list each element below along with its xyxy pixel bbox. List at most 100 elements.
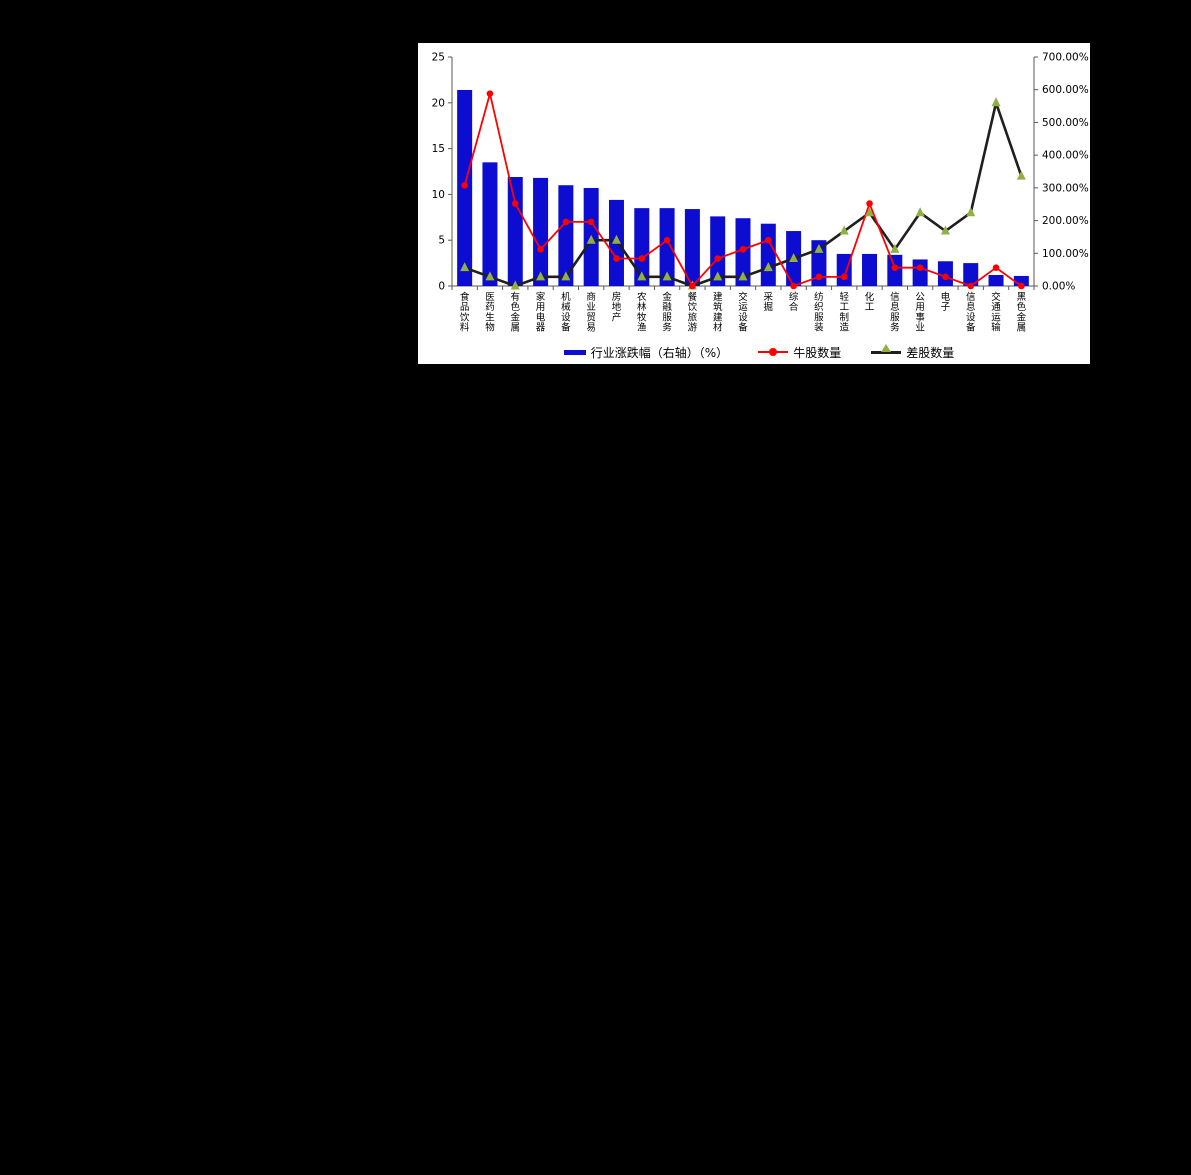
bad-stock-marker [890, 243, 900, 253]
bar [710, 216, 726, 286]
bad-stock-marker [611, 234, 621, 244]
left-axis-label: 15 [432, 143, 445, 155]
legend-item-bad-stocks: 差股数量 [871, 343, 955, 361]
bull-stock-marker [587, 218, 595, 226]
x-category-label: 公用事业 [915, 292, 925, 334]
bull-stock-marker [511, 200, 519, 207]
bull-stock-marker [461, 181, 468, 189]
x-category-label: 建筑建材 [713, 291, 723, 334]
bull-stock-marker [916, 264, 924, 271]
x-category-label: 交运设备 [738, 291, 748, 334]
x-category-label: 信息设备 [966, 291, 976, 334]
bull-stock-marker [992, 264, 1000, 271]
bull-stock-marker [638, 255, 646, 262]
bull-stock-marker [486, 90, 494, 97]
bull-stock-marker [613, 255, 620, 262]
bull-stock-marker [942, 273, 949, 281]
bar [912, 259, 928, 286]
bar [634, 208, 650, 286]
x-category-label: 化工 [865, 291, 875, 313]
right-axis-label: 200.00% [1042, 215, 1089, 227]
right-axis-label: 300.00% [1042, 182, 1089, 194]
bull-stock-marker [1018, 282, 1025, 290]
bar [533, 177, 549, 286]
bull-stock-marker [663, 236, 671, 244]
x-category-label: 商业贸易 [586, 291, 596, 334]
bad-stock-marker [485, 271, 495, 281]
bad-stock-marker [839, 225, 849, 235]
legend-label-industry-change: 行业涨跌幅（右轴）（%） [590, 345, 729, 360]
bull-line-swatch-icon [758, 348, 789, 356]
bar [684, 209, 700, 286]
x-category-label: 家用电器 [536, 291, 546, 334]
bad-stock-marker [510, 280, 520, 290]
legend-label-bad-stocks: 差股数量 [906, 345, 955, 360]
right-axis-label: 500.00% [1042, 117, 1089, 129]
x-category-label: 黑色金属 [1017, 292, 1027, 334]
legend-item-bull-stocks: 牛股数量 [758, 344, 841, 361]
x-category-label: 餐饮旅游 [688, 291, 698, 334]
chart-legend: 行业涨跌幅（右轴）（%） 牛股数量 差股数量 [428, 342, 1090, 362]
bad-stock-marker [789, 253, 799, 263]
bar [558, 185, 574, 286]
bad-stock-marker [586, 234, 596, 244]
x-category-label: 采掘 [764, 292, 774, 313]
bar-series-swatch-icon [563, 349, 586, 355]
bad-marker-icon [881, 343, 892, 352]
x-category-label: 纺织服装 [814, 291, 824, 334]
bad-stock-marker [713, 271, 723, 281]
right-axis-label: 600.00% [1042, 84, 1089, 96]
bull-stock-marker [765, 236, 772, 244]
bull-stock-marker [689, 282, 696, 290]
bad-stock-marker [536, 271, 546, 281]
x-category-label: 机械设备 [561, 291, 571, 334]
bar [963, 263, 979, 286]
bar [507, 176, 523, 286]
chart-svg: 0 5 10 15 20 25 0.00% 100.00% 200.00% 300.00% 400.… [432, 52, 1089, 334]
bad-stock-marker [662, 271, 672, 281]
bad-stock-marker [637, 271, 647, 281]
bar [1013, 275, 1029, 286]
bull-stock-marker [866, 200, 873, 207]
right-axis-label: 0.00% [1042, 281, 1075, 293]
bar [760, 223, 776, 286]
bar [836, 253, 852, 286]
bar [482, 162, 498, 286]
left-axis-label: 10 [432, 189, 445, 201]
bad-stock-marker [865, 207, 875, 217]
x-category-label: 房地产 [612, 291, 622, 323]
bad-stock-marker [814, 243, 824, 253]
bad-stock-marker [1016, 170, 1026, 180]
bad-stock-marker [991, 97, 1001, 107]
left-axis-label: 20 [432, 97, 445, 109]
x-category-label: 电子 [941, 291, 951, 313]
bad-line-swatch-icon [871, 343, 902, 354]
legend-label-bull-stocks: 牛股数量 [793, 345, 842, 360]
right-axis-label: 100.00% [1042, 248, 1089, 260]
bull-stock-marker [967, 282, 975, 290]
bull-marker-icon [769, 348, 778, 356]
x-category-label: 金融服务 [662, 291, 672, 334]
x-category-label: 综合 [789, 291, 799, 313]
x-category-label: 交通运输 [991, 291, 1001, 334]
bar [862, 253, 878, 286]
x-category-label: 医药生物 [485, 292, 495, 334]
bull-stock-marker [815, 273, 823, 281]
bull-stock-marker [537, 246, 544, 253]
x-category-label: 农林牧渔 [637, 291, 647, 334]
bull-stock-marker [790, 282, 797, 290]
x-category-label: 食品饮料 [460, 291, 470, 334]
right-axis-label: 700.00% [1042, 52, 1089, 64]
x-category-label: 信息服务 [890, 291, 900, 334]
left-axis-label: 5 [438, 235, 445, 247]
bull-stock-marker [562, 218, 570, 226]
legend-item-industry-change: 行业涨跌幅（右轴）（%） [563, 344, 729, 361]
bar [988, 275, 1004, 286]
right-axis-label: 400.00% [1042, 150, 1089, 162]
bull-stock-marker [714, 255, 721, 262]
left-axis-label: 25 [432, 52, 445, 64]
x-category-label: 有色金属 [511, 291, 521, 334]
bad-stock-marker [738, 271, 748, 281]
left-axis-label: 0 [438, 281, 445, 293]
